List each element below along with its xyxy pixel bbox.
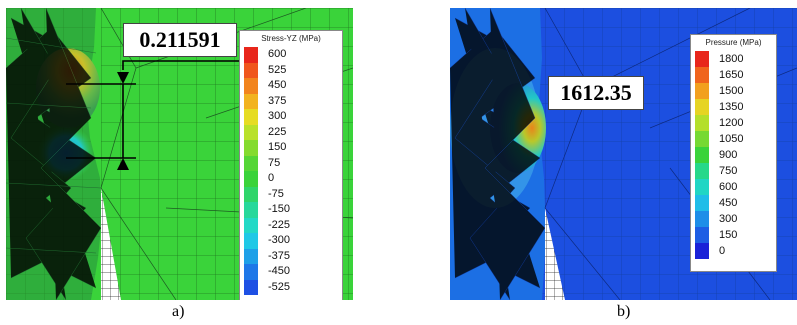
legend-row: 600 xyxy=(240,47,342,63)
legend-swatch xyxy=(244,279,258,295)
legend-row: 450 xyxy=(691,195,776,211)
pressure-legend: Pressure (MPa) 1800 1650 1500 1350 1200 1050 9… xyxy=(690,34,777,272)
legend-swatch xyxy=(244,62,258,78)
legend-label: 600 xyxy=(719,181,738,193)
legend-label: 1350 xyxy=(719,101,744,113)
legend-label: 450 xyxy=(719,197,738,209)
legend-swatch xyxy=(244,155,258,171)
legend-swatch xyxy=(244,202,258,218)
legend-swatch xyxy=(244,93,258,109)
legend-swatch xyxy=(695,227,709,243)
legend-label: 75 xyxy=(268,156,281,169)
legend-swatch xyxy=(244,47,258,63)
legend-swatch xyxy=(244,264,258,280)
legend-row: 225 xyxy=(240,124,342,140)
legend-row: 150 xyxy=(691,227,776,243)
legend-row: -525 xyxy=(240,279,342,295)
legend-swatch xyxy=(695,51,709,67)
legend-swatch xyxy=(244,140,258,156)
legend-row: 375 xyxy=(240,93,342,109)
legend-swatch xyxy=(244,109,258,125)
legend-swatch xyxy=(244,248,258,264)
legend-row: 1650 xyxy=(691,67,776,83)
legend-label: 450 xyxy=(268,79,287,91)
legend-swatch xyxy=(695,243,709,259)
legend-label: 1500 xyxy=(719,85,744,97)
legend-row: 75 xyxy=(240,155,342,171)
legend-row: 1050 xyxy=(691,131,776,147)
measurement-label: 0.211591 xyxy=(123,23,237,57)
legend-row: 300 xyxy=(240,109,342,125)
legend-label: 750 xyxy=(719,165,738,177)
legend-label: 375 xyxy=(268,94,287,107)
legend-row: -150 xyxy=(240,202,342,218)
legend-swatch xyxy=(695,99,709,115)
legend-row: -450 xyxy=(240,264,342,280)
legend-label: -225 xyxy=(268,218,291,231)
legend-title: Pressure (MPa) xyxy=(705,38,762,47)
legend-label: 300 xyxy=(719,213,738,225)
legend-label: 900 xyxy=(719,149,738,161)
legend-label: 1200 xyxy=(719,117,744,129)
legend-label: -300 xyxy=(268,234,291,246)
legend-swatch xyxy=(695,211,709,227)
caption-b: b) xyxy=(617,303,631,320)
legend-swatch xyxy=(695,179,709,195)
legend-label: 0 xyxy=(268,172,275,184)
legend-swatch xyxy=(244,78,258,94)
legend-row: 600 xyxy=(691,179,776,195)
legend-label: 1050 xyxy=(719,133,744,145)
legend-label: -375 xyxy=(268,249,291,262)
legend-swatch xyxy=(695,163,709,179)
legend-title: Stress-YZ (MPa) xyxy=(261,34,321,43)
legend-row: 450 xyxy=(240,78,342,94)
legend-row: -75 xyxy=(240,186,342,202)
legend-label: 1650 xyxy=(719,69,744,81)
legend-label: 300 xyxy=(268,110,287,122)
legend-label: 1800 xyxy=(719,53,744,65)
legend-row: 0 xyxy=(691,243,776,259)
legend-row: 300 xyxy=(691,211,776,227)
legend-label: -75 xyxy=(268,187,284,200)
stress-yz-panel: 0.211591 Stress-YZ (MPa) 600 525 450 375 300… xyxy=(6,8,353,300)
legend-row: -375 xyxy=(240,248,342,264)
legend-swatch xyxy=(695,67,709,83)
legend-row: 1500 xyxy=(691,83,776,99)
legend-swatch xyxy=(695,147,709,163)
legend-label: 150 xyxy=(268,141,287,153)
measurement-label: 1612.35 xyxy=(548,76,644,110)
legend-swatch xyxy=(695,115,709,131)
legend-row: 1200 xyxy=(691,115,776,131)
legend-label: -150 xyxy=(268,203,291,215)
legend-row: -225 xyxy=(240,217,342,233)
legend-label: 225 xyxy=(268,125,287,138)
legend-row: 1800 xyxy=(691,51,776,67)
pressure-panel: 1612.35 Pressure (MPa) 1800 1650 1500 1350 1… xyxy=(450,8,797,300)
legend-row: 0 xyxy=(240,171,342,187)
legend-swatch xyxy=(695,195,709,211)
legend-label: 0 xyxy=(719,245,726,257)
legend-swatch xyxy=(244,233,258,249)
stress-legend: Stress-YZ (MPa) 600 525 450 375 300 225 150 75 0… xyxy=(239,30,343,300)
legend-row: 750 xyxy=(691,163,776,179)
legend-row: -300 xyxy=(240,233,342,249)
legend-label: -450 xyxy=(268,265,291,277)
legend-label: 150 xyxy=(719,229,738,241)
legend-label: -525 xyxy=(268,280,291,293)
legend-swatch xyxy=(244,186,258,202)
legend-row: 900 xyxy=(691,147,776,163)
legend-row: 525 xyxy=(240,62,342,78)
legend-row: 1350 xyxy=(691,99,776,115)
legend-swatch xyxy=(244,217,258,233)
legend-swatch xyxy=(244,171,258,187)
legend-swatch xyxy=(244,124,258,140)
caption-a: a) xyxy=(172,303,185,320)
legend-label: 525 xyxy=(268,63,287,76)
legend-swatch xyxy=(695,131,709,147)
legend-swatch xyxy=(695,83,709,99)
legend-row: 150 xyxy=(240,140,342,156)
legend-label: 600 xyxy=(268,48,287,60)
